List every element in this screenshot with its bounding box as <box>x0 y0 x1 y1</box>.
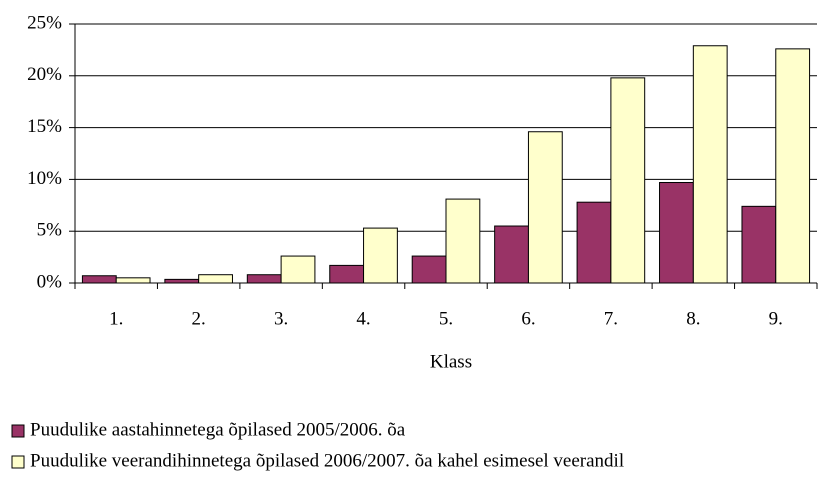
x-tick-label: 2. <box>192 308 206 329</box>
x-tick-label: 1. <box>109 308 123 329</box>
bar <box>280 255 316 284</box>
bar <box>610 77 646 284</box>
y-tick-label: 10% <box>27 168 62 189</box>
bar <box>445 198 481 284</box>
bar <box>198 274 233 284</box>
bar <box>775 48 811 284</box>
x-tick-label: 3. <box>274 308 288 329</box>
bar <box>329 264 365 284</box>
bar <box>115 277 151 284</box>
bar <box>246 274 282 284</box>
bar <box>692 45 728 284</box>
x-tick-label: 6. <box>521 308 535 329</box>
bar <box>576 201 612 284</box>
y-tick-label: 0% <box>37 271 63 292</box>
bar <box>164 278 200 284</box>
bar <box>494 225 529 284</box>
bar <box>363 227 398 284</box>
y-tick-label: 15% <box>27 116 62 137</box>
legend-label: Puudulike veerandihinnetega õpilased 200… <box>30 450 624 471</box>
bar <box>527 131 563 284</box>
x-tick-label: 9. <box>769 308 783 329</box>
legend-label: Puudulike aastahinnetega õpilased 2005/2… <box>30 419 406 440</box>
x-tick-label: 4. <box>356 308 370 329</box>
y-tick-label: 5% <box>37 220 63 241</box>
x-axis-label: Klass <box>430 351 472 372</box>
x-tick-label: 8. <box>686 308 700 329</box>
y-tick-label: 20% <box>27 64 62 85</box>
x-tick-label: 7. <box>604 308 618 329</box>
legend-swatch <box>11 455 25 469</box>
bar <box>81 275 117 284</box>
bar <box>411 255 447 284</box>
x-tick-label: 5. <box>439 308 453 329</box>
bar <box>741 205 777 284</box>
bar <box>659 182 694 284</box>
y-tick-label: 25% <box>27 12 62 33</box>
legend-swatch <box>11 424 25 438</box>
